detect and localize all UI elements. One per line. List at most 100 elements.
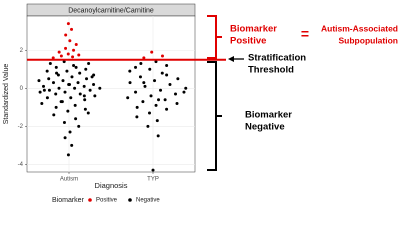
data-point <box>128 81 132 85</box>
equals-sign: = <box>301 26 309 42</box>
chart-title: Decanoylcarnitine/Carnitine <box>68 7 154 14</box>
data-point <box>176 77 180 81</box>
data-point <box>45 96 49 100</box>
data-point <box>163 98 167 102</box>
x-tick-label: TYP <box>147 177 159 183</box>
data-point <box>59 54 63 58</box>
data-point <box>54 65 58 69</box>
data-point <box>68 130 72 134</box>
data-point <box>68 82 72 86</box>
data-point <box>88 88 92 92</box>
data-point <box>77 53 81 57</box>
data-point <box>159 88 163 92</box>
data-point <box>74 65 78 69</box>
data-point <box>63 136 67 140</box>
data-point <box>174 92 178 96</box>
data-point <box>47 88 51 92</box>
data-point <box>64 33 68 37</box>
data-point <box>182 90 186 94</box>
data-point <box>57 50 61 54</box>
data-point <box>165 63 169 67</box>
data-point <box>146 124 150 128</box>
data-point <box>150 50 154 54</box>
data-point <box>66 22 70 26</box>
data-point <box>154 60 158 64</box>
data-point <box>184 86 188 90</box>
data-point <box>138 75 142 79</box>
data-point <box>142 56 146 60</box>
data-point <box>68 39 72 43</box>
subpopulation-annotation: Autism-Associated <box>321 23 398 33</box>
data-point <box>157 98 161 102</box>
data-point <box>168 82 172 86</box>
data-point <box>160 71 164 75</box>
data-point <box>153 79 157 83</box>
data-point <box>48 62 52 66</box>
plot-panel <box>26 15 196 173</box>
data-point <box>62 121 66 125</box>
data-point <box>90 75 94 79</box>
data-point <box>92 82 96 86</box>
data-point <box>72 63 76 67</box>
points <box>37 22 188 172</box>
data-point <box>82 84 86 88</box>
threshold-arrowhead <box>228 56 234 62</box>
data-point <box>63 90 67 94</box>
data-point <box>154 103 158 107</box>
data-point <box>45 69 49 73</box>
data-point <box>87 62 91 66</box>
data-point <box>54 105 58 109</box>
data-point <box>69 96 73 100</box>
data-point <box>72 48 76 52</box>
y-tick-label: -4 <box>18 162 24 168</box>
data-point <box>126 96 130 100</box>
x-axis-title: Diagnosis <box>95 181 128 190</box>
y-tick-label: 2 <box>20 48 24 54</box>
positive-annotation: Biomarker <box>230 24 277 35</box>
data-point <box>37 79 41 83</box>
data-point <box>135 115 139 119</box>
legend-label: Negative <box>136 198 160 204</box>
legend: Positive Negative <box>88 198 160 204</box>
data-point <box>134 65 138 69</box>
negative-annotation: Biomarker <box>245 110 292 121</box>
data-point <box>59 100 63 104</box>
data-point <box>42 88 46 92</box>
data-point <box>42 84 46 88</box>
data-point <box>83 107 87 111</box>
data-point <box>74 43 78 47</box>
data-point <box>151 168 155 172</box>
legend-marker <box>88 198 92 202</box>
data-point <box>51 81 55 85</box>
data-point <box>134 90 138 94</box>
data-point <box>40 102 44 106</box>
data-point <box>74 117 78 121</box>
data-point <box>149 94 153 98</box>
data-point <box>147 111 151 115</box>
data-point <box>141 100 145 104</box>
negative-bracket <box>207 61 217 171</box>
data-point <box>65 69 69 73</box>
data-point <box>56 73 60 77</box>
data-point <box>38 90 42 94</box>
negative-annotation: Negative <box>245 122 285 133</box>
data-point <box>93 94 97 98</box>
chart: Decanoylcarnitine/Carnitine Standardized… <box>3 3 398 204</box>
data-point <box>62 60 66 64</box>
data-point <box>142 81 146 85</box>
data-point <box>70 75 74 79</box>
data-point <box>85 77 89 81</box>
data-point <box>66 109 70 113</box>
data-point <box>78 92 82 96</box>
legend-label: Positive <box>96 198 118 204</box>
positive-bracket <box>207 15 217 59</box>
data-point <box>160 54 164 58</box>
data-point <box>55 71 59 75</box>
data-point <box>98 86 102 90</box>
data-point <box>73 103 77 107</box>
data-point <box>61 79 65 83</box>
data-point <box>76 81 80 85</box>
data-point <box>156 134 160 138</box>
y-tick-label: 0 <box>20 86 24 92</box>
data-point <box>77 124 81 128</box>
